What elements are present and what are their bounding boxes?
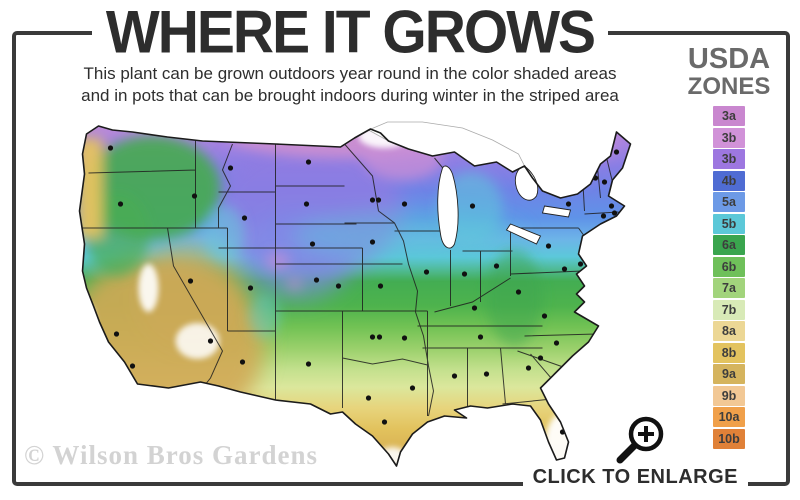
city-dot <box>423 269 430 275</box>
city-dot <box>565 201 572 207</box>
city-dot <box>553 340 560 346</box>
city-dot <box>187 278 194 284</box>
click-to-enlarge-button[interactable]: CLICK TO ENLARGE <box>522 466 748 489</box>
city-dot <box>303 201 310 207</box>
city-dot <box>305 361 312 367</box>
city-dot <box>608 203 615 209</box>
great-lakes <box>367 121 572 249</box>
watermark: © Wilson Bros Gardens <box>24 440 318 470</box>
city-dot <box>611 210 618 216</box>
city-dot <box>241 215 248 221</box>
zone-swatch-5a: 5a <box>713 192 745 212</box>
city-dot <box>207 338 214 344</box>
map-fill <box>79 126 631 466</box>
zone-swatch-10a: 10a <box>713 407 745 427</box>
city-dot <box>583 241 590 247</box>
zone-swatch-6b: 6b <box>713 256 745 277</box>
page-title: WHERE IT GROWS <box>91 1 609 64</box>
city-dot <box>247 285 254 291</box>
magnifier-zoom-in-icon[interactable] <box>612 403 678 465</box>
city-dot <box>545 243 552 249</box>
city-dot <box>451 373 458 379</box>
city-dot <box>541 313 548 319</box>
lake-ontario <box>541 205 572 218</box>
zone-swatch-8b: 8b <box>713 342 745 363</box>
zone-swatch-7b: 7b <box>713 299 745 320</box>
city-dot <box>537 355 544 361</box>
city-dot <box>469 203 476 209</box>
header: WHERE IT GROWS <box>0 1 700 64</box>
subtitle: This plant can be grown outdoors year ro… <box>0 63 700 107</box>
zone-swatch-10b: 10b <box>713 428 745 449</box>
city-dot <box>369 197 376 203</box>
city-dot <box>369 239 376 245</box>
city-dot <box>381 419 388 425</box>
zone-swatch-3a: 3a <box>713 106 745 126</box>
city-dot <box>129 363 136 369</box>
zone-swatch-7a: 7a <box>713 278 745 298</box>
city-dot <box>471 305 478 311</box>
city-dot <box>313 277 320 283</box>
city-dot <box>401 201 408 207</box>
zone-swatch-9a: 9a <box>713 364 745 384</box>
city-dot <box>577 261 584 267</box>
zone-swatch-4b: 4b <box>713 170 745 191</box>
subtitle-line-1: This plant can be grown outdoors year ro… <box>83 64 617 83</box>
city-dot <box>461 271 468 277</box>
lake-erie <box>505 223 542 245</box>
city-dot <box>600 213 607 219</box>
city-dot <box>493 263 500 269</box>
city-dot <box>377 283 384 289</box>
usda-zones-legend: USDA ZONES 3a 3b 3b 4b 5a 5b 6a 6b 7a 7b 8a 8b 9a 9b 1… <box>683 44 775 450</box>
usda-zones-map[interactable] <box>70 116 640 468</box>
city-dot <box>561 266 568 272</box>
city-dot <box>601 179 608 185</box>
city-dot <box>309 241 316 247</box>
zone-swatch-6a: 6a <box>713 235 745 255</box>
legend-title-usda: USDA <box>687 43 771 75</box>
city-dot <box>613 149 620 155</box>
city-dot <box>477 334 484 340</box>
zone-swatch-3b: 3b <box>713 127 745 148</box>
city-dot <box>191 193 198 199</box>
city-dot <box>239 359 246 365</box>
zone-list: 3a 3b 3b 4b 5a 5b 6a 6b 7a 7b 8a 8b 9a 9b 10a 10b <box>683 106 775 449</box>
city-dot <box>483 371 490 377</box>
state-borders <box>80 138 619 417</box>
city-dot <box>525 365 532 371</box>
city-dot <box>369 334 376 340</box>
city-dot <box>401 335 408 341</box>
city-dot <box>515 289 522 295</box>
city-dot <box>107 145 114 151</box>
legend-title-zones: ZONES <box>687 73 771 100</box>
city-dot <box>227 165 234 171</box>
zone-swatch-9b: 9b <box>713 385 745 406</box>
city-dot <box>375 197 382 203</box>
city-dot <box>409 385 416 391</box>
zone-swatch-5b: 5b <box>713 213 745 234</box>
city-dot <box>365 395 372 401</box>
zone-swatch-8a: 8a <box>713 321 745 341</box>
city-dot <box>335 283 342 289</box>
city-dot <box>305 159 312 165</box>
lake-michigan <box>437 165 459 249</box>
city-dot <box>113 331 120 337</box>
zone-swatch-3b: 3b <box>713 149 745 169</box>
city-dot <box>376 334 383 340</box>
city-dot <box>117 201 124 207</box>
lake-huron <box>514 165 539 201</box>
subtitle-line-2: and in pots that can be brought indoors … <box>81 86 619 105</box>
